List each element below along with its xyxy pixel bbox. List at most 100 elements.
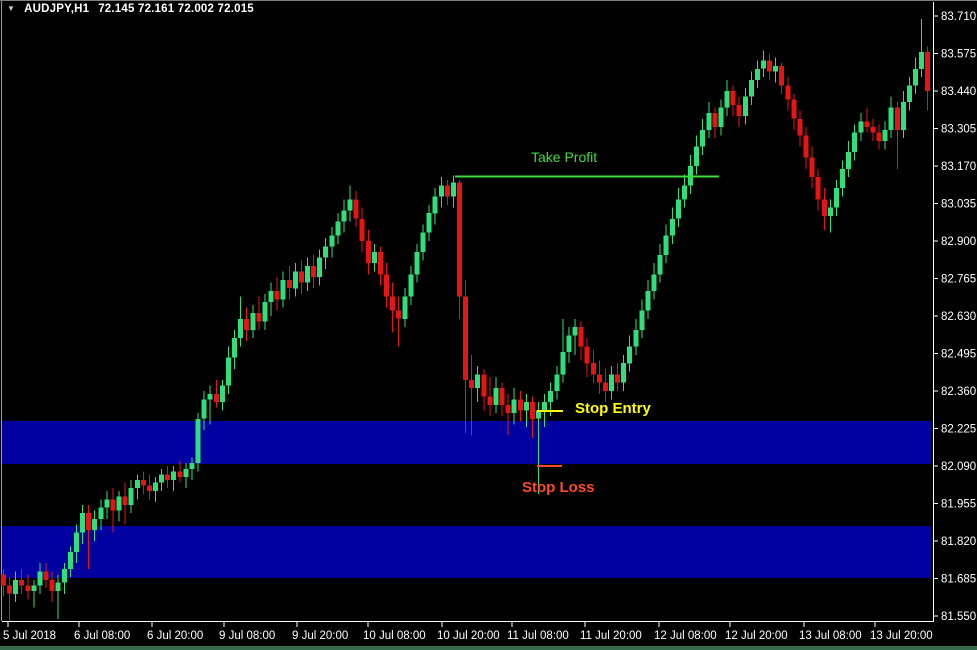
bull-candle <box>159 474 165 483</box>
bull-candle <box>426 213 432 233</box>
bull-candle <box>37 571 43 586</box>
bull-candle <box>761 60 766 69</box>
bear-candle <box>213 393 219 403</box>
bull-candle <box>128 488 134 505</box>
stop-loss-label[interactable]: Stop Loss <box>522 479 595 496</box>
bull-candle <box>645 291 651 311</box>
bull-candle <box>116 496 122 511</box>
bull-candle <box>450 182 456 197</box>
bull-candle <box>560 352 566 375</box>
time-axis-label: 13 Jul 08:00 <box>799 630 862 642</box>
bull-candle <box>402 296 408 319</box>
price-axis-label: 82.630 <box>941 311 976 323</box>
bull-candle <box>663 235 669 255</box>
bull-candle <box>742 96 748 116</box>
bear-candle <box>730 91 736 105</box>
price-axis-label: 83.710 <box>941 11 976 23</box>
bull-candle <box>718 107 724 128</box>
bull-candle <box>347 199 353 211</box>
bull-candle <box>219 385 225 403</box>
price-axis-label: 82.900 <box>941 236 976 248</box>
bull-candle <box>773 66 779 72</box>
bull-candle <box>226 357 231 386</box>
bear-candle <box>615 374 621 383</box>
bull-candle <box>55 582 61 591</box>
price-axis-label: 83.305 <box>941 124 976 136</box>
symbol-timeframe-label: AUDJPY,H1 <box>24 3 90 15</box>
time-axis-label: 10 Jul 08:00 <box>363 630 426 642</box>
time-axis-label: 9 Jul 08:00 <box>219 630 275 642</box>
bear-candle <box>821 199 827 216</box>
bull-candle <box>341 210 347 222</box>
price-axis-label: 82.495 <box>941 349 976 361</box>
bull-candle <box>292 271 298 289</box>
bull-candle <box>846 152 852 169</box>
bull-candle <box>651 274 657 291</box>
upper-blue-zone[interactable] <box>2 421 931 465</box>
symbol-dropdown-icon[interactable]: ▼ <box>7 4 16 13</box>
bear-candle <box>384 274 389 297</box>
bull-candle <box>335 221 341 236</box>
bear-candle <box>590 363 596 375</box>
bull-candle <box>134 479 140 489</box>
time-axis-label: 9 Jul 20:00 <box>292 630 348 642</box>
bear-candle <box>870 127 876 133</box>
time-axis-label: 5 Jul 2018 <box>3 630 56 642</box>
bear-candle <box>499 388 505 405</box>
bull-candle <box>748 79 754 97</box>
stop-entry-label[interactable]: Stop Entry <box>575 400 651 417</box>
bull-candle <box>189 463 195 469</box>
bear-candle <box>791 99 797 119</box>
bull-candle <box>104 499 110 508</box>
bear-candle <box>864 121 870 128</box>
bull-candle <box>827 207 833 216</box>
price-axis-label: 82.225 <box>941 424 976 436</box>
bull-candle <box>493 388 499 405</box>
bull-candle <box>542 402 548 411</box>
window-bottom-strip <box>0 646 977 650</box>
bear-candle <box>311 266 317 278</box>
bear-candle <box>578 327 584 347</box>
bull-candle <box>566 335 572 353</box>
bear-candle <box>390 296 396 311</box>
bull-candle <box>919 52 925 69</box>
bull-candle <box>639 310 645 330</box>
bear-candle <box>110 499 116 511</box>
bear-candle <box>481 374 487 397</box>
price-axis[interactable]: 83.710 83.575 83.440 83.305 83.170 83.035 82.9… <box>934 11 976 623</box>
price-axis-label: 83.170 <box>941 161 976 173</box>
bull-candle <box>420 232 426 253</box>
take-profit-label[interactable]: Take Profit <box>531 149 598 165</box>
bear-candle <box>165 474 171 480</box>
price-axis-label: 83.575 <box>941 49 976 61</box>
bull-candle <box>669 218 675 236</box>
bear-candle <box>602 382 608 391</box>
bull-candle <box>13 579 19 594</box>
bear-candle <box>779 66 785 86</box>
bear-candle <box>517 399 523 411</box>
bull-candle <box>207 393 213 400</box>
bull-candle <box>262 302 268 322</box>
bull-candle <box>329 235 335 247</box>
price-axis-label: 83.440 <box>941 86 976 98</box>
bull-candle <box>627 346 633 364</box>
bull-candle <box>67 552 73 569</box>
bear-candle <box>530 402 535 419</box>
lower-blue-zone[interactable] <box>2 526 931 578</box>
plot-area <box>1 18 931 622</box>
bear-candle <box>925 52 931 91</box>
time-axis[interactable]: 5 Jul 2018 6 Jul 08:00 6 Jul 20:00 9 Jul 08… <box>3 622 933 642</box>
price-axis-label: 81.550 <box>941 611 976 623</box>
bull-candle <box>694 146 700 166</box>
time-axis-label: 6 Jul 20:00 <box>147 630 203 642</box>
bear-candle <box>122 496 128 505</box>
bull-candle <box>572 327 578 336</box>
bear-candle <box>815 177 821 200</box>
bull-candle <box>523 402 529 411</box>
bull-candle <box>536 410 541 419</box>
bear-candle <box>785 85 791 100</box>
price-axis-label: 81.820 <box>941 536 976 548</box>
bear-candle <box>274 291 280 300</box>
bear-candle <box>797 118 803 136</box>
